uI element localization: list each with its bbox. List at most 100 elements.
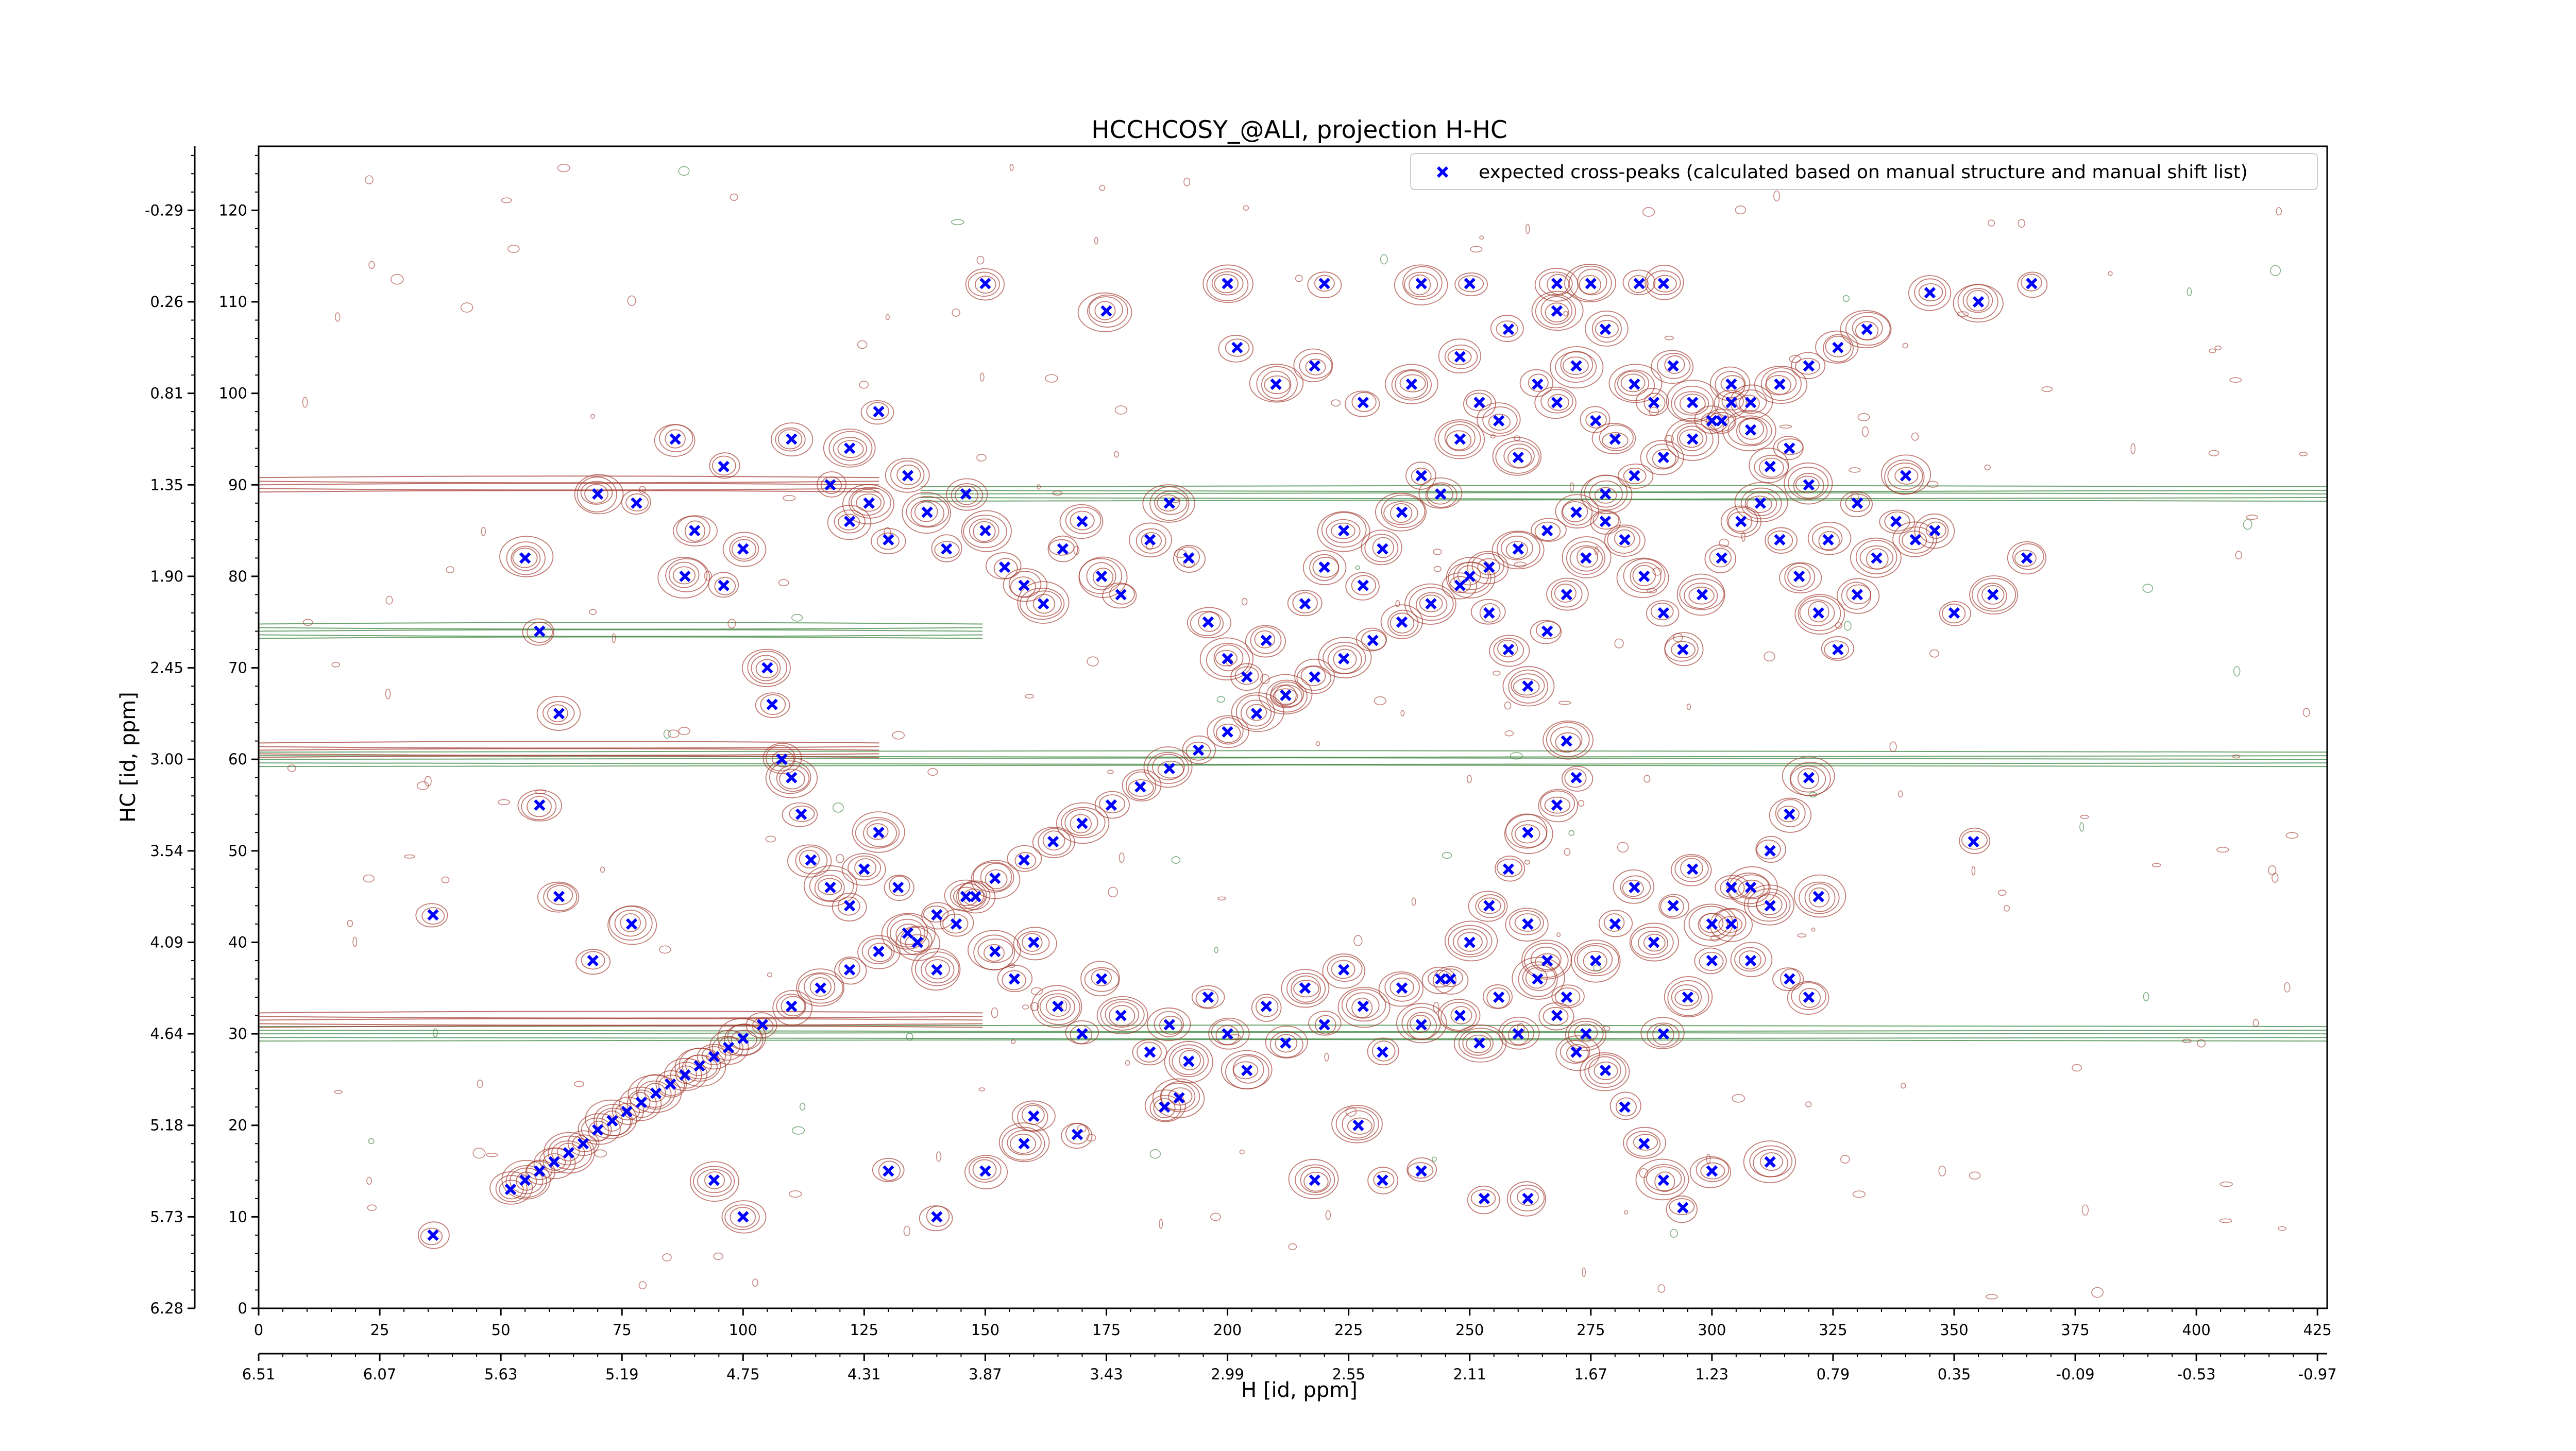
contour-streak: [258, 741, 879, 744]
contour-ring: [1466, 1034, 1492, 1053]
cross-peak-marker: [1667, 900, 1679, 912]
noise-contour: [1513, 435, 1520, 441]
contour-ring: [781, 996, 806, 1017]
cross-peak-marker: [1716, 552, 1727, 564]
cross-peak-marker: [1222, 278, 1233, 289]
contour-ring: [1331, 522, 1355, 539]
noise-contour: [2018, 219, 2025, 228]
noise-contour: [765, 835, 776, 843]
noise-contour: [2143, 992, 2149, 1001]
cross-peak-marker: [1377, 1046, 1388, 1058]
noise-contour: [1345, 1106, 1357, 1117]
contour-ring: [914, 501, 938, 522]
noise-contour: [2214, 345, 2222, 351]
y-ppm-tick-label: 3.00: [150, 750, 183, 768]
contour-ring: [1109, 1005, 1136, 1027]
noise-contour: [1045, 374, 1058, 383]
cross-peak-marker: [883, 1165, 894, 1177]
y-index-tick-label: 70: [228, 659, 247, 677]
contour-ring: [782, 802, 818, 827]
contour-ring: [657, 556, 710, 599]
cross-peak-marker: [979, 278, 991, 289]
cross-peak-marker: [1812, 607, 1824, 619]
cross-peak-marker: [1551, 1010, 1563, 1021]
contour-ring: [1458, 275, 1484, 293]
cross-peak-marker: [1076, 817, 1088, 829]
contour-ring: [1470, 599, 1506, 625]
contour-ring: [418, 1221, 450, 1249]
contour-ring: [543, 883, 578, 911]
cross-peak-marker: [1483, 561, 1495, 573]
cross-peak-marker: [1038, 598, 1049, 610]
x-index-tick-label: 275: [1577, 1321, 1605, 1339]
noise-contour: [1052, 490, 1063, 496]
contour-ring: [1540, 296, 1573, 325]
cross-peak-marker: [1163, 1019, 1175, 1031]
contour-ring: [1495, 856, 1526, 882]
cross-peak-marker: [669, 433, 681, 445]
contour-ring: [1287, 590, 1323, 617]
contour-ring: [1566, 1044, 1589, 1063]
contour-ring: [2012, 543, 2044, 570]
noise-contour: [2079, 822, 2084, 832]
contour-ring: [731, 1030, 757, 1050]
cross-peak-marker: [1318, 278, 1330, 289]
noise-contour: [678, 727, 690, 736]
contour-ring: [1892, 521, 1937, 557]
noise-contour: [832, 803, 844, 813]
cross-peak-marker: [1861, 323, 1873, 335]
noise-contour: [557, 164, 570, 173]
contour-ring: [1671, 422, 1714, 456]
cross-peak-marker: [504, 1183, 517, 1196]
x-ppm-tick-label: 2.55: [1332, 1365, 1365, 1383]
contour-ring: [804, 973, 836, 1000]
x-index-tick-label: 125: [850, 1321, 878, 1339]
noise-contour: [331, 661, 340, 668]
noise-contour: [2299, 451, 2308, 456]
noise-contour: [1706, 1154, 1711, 1165]
contour-ring: [521, 793, 557, 821]
cross-peak-marker: [1483, 900, 1495, 912]
cross-peak-marker: [1095, 973, 1108, 985]
contour-ring: [1740, 487, 1782, 520]
contour-ring: [1211, 1019, 1244, 1046]
cross-peak-marker: [1725, 881, 1737, 893]
y-index-tick-label: 90: [228, 476, 247, 493]
contour-ring: [868, 943, 893, 962]
contour-ring: [775, 427, 806, 452]
cross-peak-marker: [1561, 991, 1572, 1003]
contour-ring: [1254, 630, 1276, 648]
contour-ring: [1442, 572, 1478, 600]
cross-peak-marker: [1318, 1019, 1330, 1031]
contour-ring: [1014, 852, 1037, 869]
contour-ring: [1421, 966, 1456, 994]
cross-peak-marker: [1541, 954, 1553, 967]
cross-peak-marker: [1502, 643, 1515, 656]
cross-peak-marker: [1754, 497, 1766, 509]
noise-contour: [2080, 814, 2089, 820]
contour-ring: [1765, 375, 1791, 396]
contour-ring: [1265, 1026, 1308, 1059]
x-index-tick-label: 425: [2303, 1321, 2332, 1339]
cross-peak-marker: [1744, 424, 1757, 436]
noise-contour: [1174, 549, 1187, 558]
contour-ring: [1011, 1100, 1056, 1132]
contour-ring: [1333, 648, 1357, 670]
cross-peak-marker: [1396, 616, 1408, 628]
contour-ring: [1540, 389, 1573, 414]
contour-ring: [1505, 541, 1528, 559]
noise-contour: [535, 789, 547, 795]
contour-ring: [798, 972, 843, 1004]
contour-ring: [1540, 790, 1575, 817]
x-ppm-tick-label: 1.67: [1574, 1365, 1607, 1383]
cross-peak-marker: [427, 909, 439, 921]
contour-ring: [1136, 528, 1166, 554]
noise-contour: [1840, 1155, 1850, 1164]
contour-ring: [626, 1089, 657, 1118]
cross-peak-marker: [1241, 1065, 1253, 1077]
contour-ring: [889, 918, 926, 948]
noise-contour: [799, 1102, 806, 1111]
contour-ring: [1314, 275, 1335, 292]
contour-ring: [522, 618, 554, 646]
noise-contour: [1011, 1039, 1016, 1044]
